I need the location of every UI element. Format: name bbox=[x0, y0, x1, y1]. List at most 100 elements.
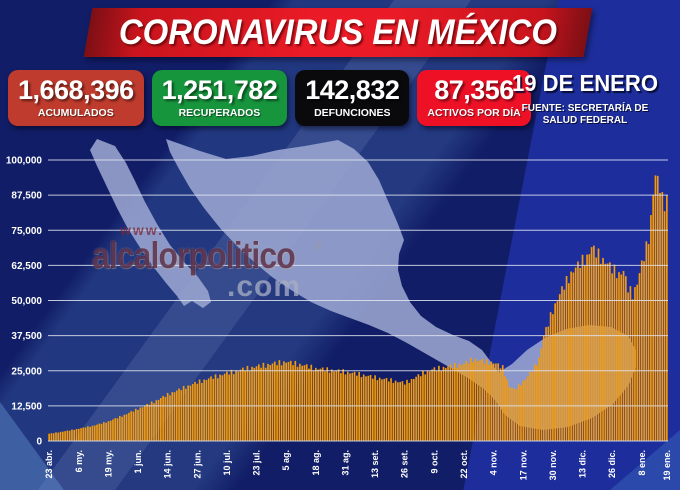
date-block: 19 DE ENERO FUENTE: SECRETARÍA DE SALUD … bbox=[505, 70, 665, 127]
x-axis-tick-label: 19 my. bbox=[103, 450, 113, 477]
bar bbox=[476, 361, 479, 441]
bar bbox=[187, 385, 190, 441]
bar bbox=[568, 283, 570, 441]
stats-row: 1,668,396 ACUMULADOS 1,251,782 RECUPERAD… bbox=[8, 70, 531, 126]
bar bbox=[638, 273, 641, 441]
bar bbox=[317, 369, 319, 441]
bar bbox=[93, 425, 96, 441]
x-axis-tick-label: 9 oct. bbox=[429, 450, 439, 474]
bar bbox=[87, 426, 89, 441]
x-axis-tick-label: 31 ag. bbox=[340, 450, 350, 476]
x-axis-tick-label: 27 jun. bbox=[192, 450, 202, 479]
bar bbox=[577, 261, 579, 441]
activos-label: ACTIVOS POR DÍA bbox=[427, 107, 521, 119]
bar bbox=[150, 401, 153, 441]
bar bbox=[242, 367, 244, 441]
bar bbox=[362, 374, 365, 441]
bar bbox=[387, 381, 390, 441]
bar bbox=[663, 211, 666, 441]
bar bbox=[531, 371, 534, 441]
bar bbox=[465, 360, 468, 441]
bar bbox=[456, 367, 458, 441]
bar bbox=[515, 389, 518, 441]
bar bbox=[554, 303, 556, 441]
x-axis-tick-label: 5 ag. bbox=[281, 450, 291, 471]
defunciones-value: 142,832 bbox=[305, 75, 400, 105]
bar bbox=[155, 400, 158, 441]
bar bbox=[64, 431, 66, 442]
x-axis-tick-label: 4 nov. bbox=[489, 450, 499, 475]
bar bbox=[629, 286, 632, 441]
bar bbox=[415, 376, 417, 441]
bar bbox=[454, 362, 456, 441]
bar bbox=[216, 378, 219, 441]
bar bbox=[501, 365, 504, 441]
bar bbox=[146, 403, 148, 441]
bar bbox=[463, 363, 465, 442]
bar bbox=[488, 364, 490, 441]
bar bbox=[201, 382, 203, 441]
bar bbox=[73, 429, 76, 441]
bar bbox=[376, 380, 379, 441]
bar bbox=[666, 195, 668, 441]
bar bbox=[84, 427, 87, 441]
bar bbox=[285, 362, 288, 441]
bar bbox=[408, 382, 411, 441]
bar bbox=[310, 364, 313, 441]
bar bbox=[251, 366, 253, 441]
bar bbox=[112, 419, 114, 441]
bar bbox=[118, 415, 121, 441]
bar bbox=[647, 244, 650, 441]
bar bbox=[326, 367, 329, 441]
bar bbox=[504, 376, 506, 441]
bar bbox=[483, 363, 486, 441]
bar bbox=[107, 421, 110, 441]
bar bbox=[542, 335, 545, 442]
bar bbox=[164, 396, 167, 441]
bar bbox=[123, 414, 126, 441]
bar bbox=[625, 276, 627, 441]
bar bbox=[579, 267, 582, 441]
bar bbox=[144, 405, 146, 441]
y-axis-tick-label: 87,500 bbox=[11, 191, 42, 202]
x-axis-tick-label: 10 jul. bbox=[222, 450, 232, 476]
x-axis-tick-label: 26 set. bbox=[400, 450, 410, 478]
bar bbox=[356, 375, 358, 441]
activos-value: 87,356 bbox=[434, 75, 514, 105]
y-axis-tick-label: 50,000 bbox=[11, 296, 42, 307]
bar bbox=[223, 373, 226, 441]
bar bbox=[203, 379, 205, 441]
bar bbox=[299, 363, 301, 441]
bar bbox=[449, 364, 452, 441]
bar bbox=[351, 372, 354, 441]
bar bbox=[540, 348, 543, 441]
bar bbox=[349, 373, 351, 441]
bar bbox=[280, 365, 283, 441]
bar bbox=[260, 367, 262, 441]
bar bbox=[330, 369, 333, 441]
y-axis-tick-label: 100,000 bbox=[6, 156, 43, 167]
bar bbox=[394, 380, 397, 441]
bar bbox=[390, 378, 392, 441]
bar bbox=[533, 364, 536, 441]
acumulados-label: ACUMULADOS bbox=[37, 107, 114, 119]
bar bbox=[570, 271, 572, 441]
bar bbox=[228, 374, 231, 441]
bar bbox=[139, 407, 142, 441]
bar bbox=[613, 264, 616, 441]
x-axis-tick-label: 8 ene. bbox=[637, 450, 647, 476]
stat-card-activos: 87,356 ACTIVOS POR DÍA bbox=[417, 70, 531, 126]
bar bbox=[643, 261, 645, 441]
bar bbox=[547, 326, 550, 441]
bar bbox=[48, 433, 50, 441]
bar bbox=[182, 386, 185, 441]
bar bbox=[401, 381, 404, 441]
bar bbox=[239, 369, 242, 441]
bar bbox=[558, 294, 561, 441]
bar bbox=[431, 369, 433, 441]
bar bbox=[620, 274, 623, 441]
bar bbox=[52, 433, 55, 441]
bar bbox=[198, 379, 201, 441]
